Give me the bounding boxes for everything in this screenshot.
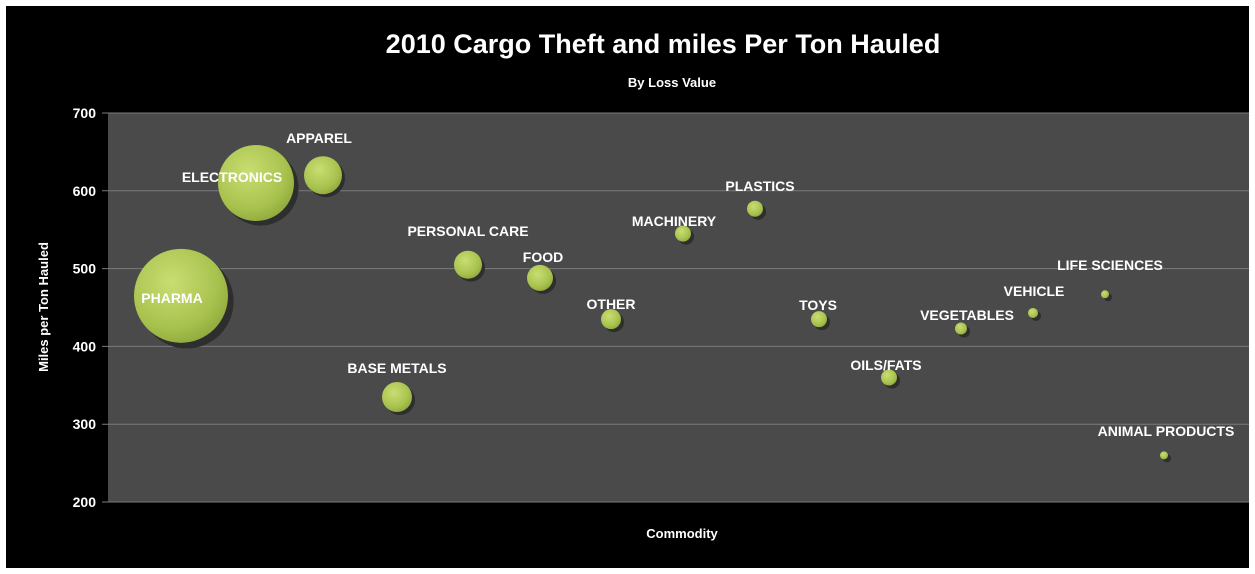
x-axis-title: Commodity xyxy=(646,526,718,541)
label-electronics: ELECTRONICS xyxy=(182,169,282,185)
bubble-animal-products xyxy=(1160,451,1168,460)
bubble-life-sciences xyxy=(1101,290,1109,299)
bubble-plastics xyxy=(747,200,763,217)
bubble-food xyxy=(527,264,553,291)
label-life-sciences: LIFE SCIENCES xyxy=(1057,257,1163,273)
label-oils-fats: OILS/FATS xyxy=(850,357,921,373)
label-personal-care: PERSONAL CARE xyxy=(407,223,528,239)
y-tick-label: 200 xyxy=(73,494,97,510)
bubble-base-metals xyxy=(382,381,412,412)
bubble-vehicle xyxy=(1028,307,1038,318)
bubble-electronics xyxy=(218,145,294,222)
label-pharma: PHARMA xyxy=(141,290,202,306)
chart-frame: 2010 Cargo Theft and miles Per Ton Haule… xyxy=(6,6,1249,568)
bubble-personal-care xyxy=(454,250,482,279)
bubble-apparel xyxy=(304,156,342,195)
bubble-toys xyxy=(811,311,827,328)
label-apparel: APPAREL xyxy=(286,130,352,146)
y-tick-label: 500 xyxy=(73,261,97,277)
label-vegetables: VEGETABLES xyxy=(920,307,1014,323)
label-machinery: MACHINERY xyxy=(632,213,717,229)
bubble-chart: 2010 Cargo Theft and miles Per Ton Haule… xyxy=(36,29,1249,541)
label-plastics: PLASTICS xyxy=(725,178,794,194)
y-tick-label: 600 xyxy=(73,183,97,199)
label-toys: TOYS xyxy=(799,297,837,313)
chart-subtitle: By Loss Value xyxy=(628,75,716,90)
bubble-vegetables xyxy=(955,322,967,335)
bubble-pharma xyxy=(134,248,228,343)
point-labels: PHARMA ELECTRONICS APPAREL BASE METALS PERSO… xyxy=(141,130,1234,439)
bubbles xyxy=(134,145,1171,463)
label-animal-products: ANIMAL PRODUCTS xyxy=(1098,423,1235,439)
y-tick-label: 300 xyxy=(73,416,97,432)
bubble-other xyxy=(601,309,621,330)
y-axis-ticks: 700 600 500 400 300 200 xyxy=(73,105,97,510)
label-other: OTHER xyxy=(587,296,636,312)
label-vehicle: VEHICLE xyxy=(1004,283,1065,299)
bubble-oils-fats xyxy=(881,369,897,386)
y-tick-label: 400 xyxy=(73,338,97,354)
plot-area xyxy=(108,113,1249,502)
bubble-machinery xyxy=(675,225,691,242)
label-food: FOOD xyxy=(523,249,563,265)
y-tick-label: 700 xyxy=(73,105,97,121)
chart-title: 2010 Cargo Theft and miles Per Ton Haule… xyxy=(386,29,941,59)
y-axis-title: Miles per Ton Hauled xyxy=(36,242,51,372)
label-base-metals: BASE METALS xyxy=(347,360,446,376)
